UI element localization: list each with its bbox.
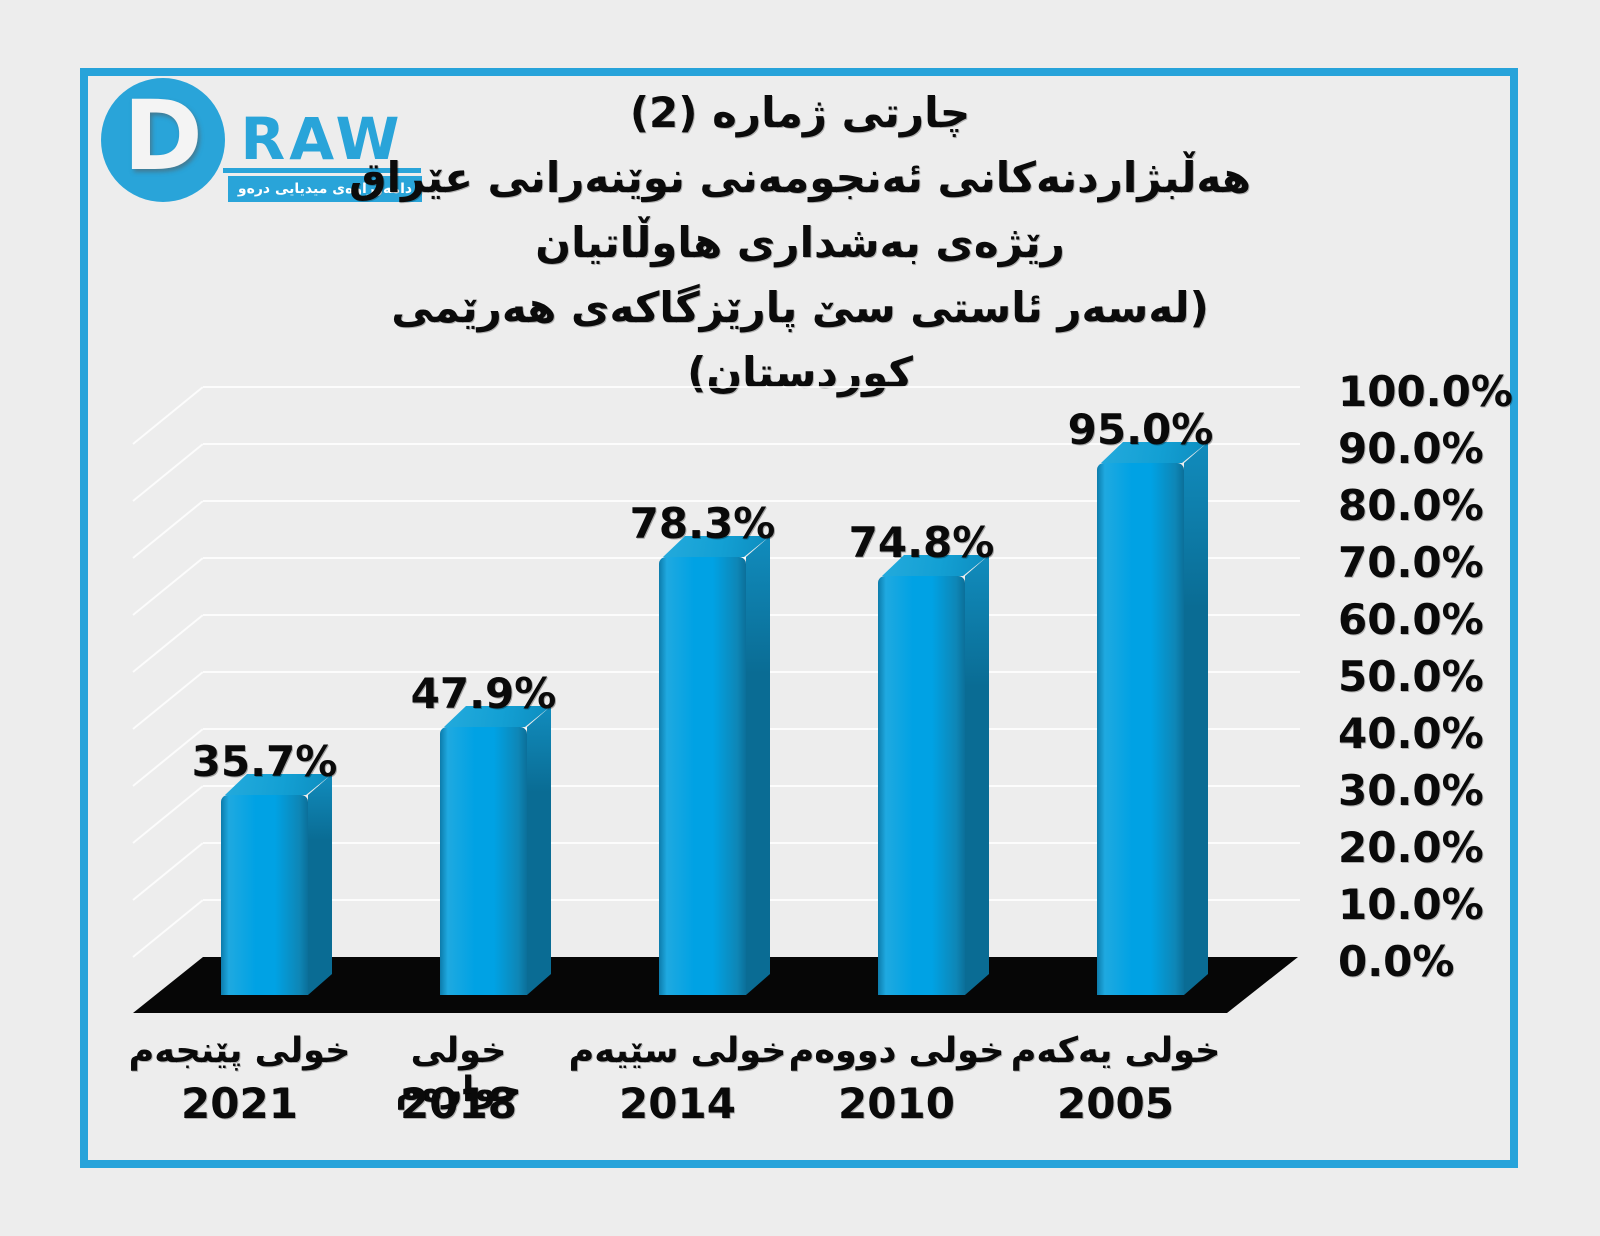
bar-front-face — [221, 795, 308, 995]
bar-2021 — [221, 774, 332, 995]
y-axis-tick-label-60pct: 60.0% — [1338, 595, 1484, 644]
y-axis-tick-label-20pct: 20.0% — [1338, 823, 1484, 872]
x-axis-year-label: 2018 — [400, 1079, 517, 1128]
x-axis-category-label: خولی پێنجەم — [128, 1031, 351, 1071]
logo-circle-icon: D — [101, 78, 225, 202]
y-axis-tick-label-100pct: 100.0% — [1338, 367, 1513, 416]
chart-title-line-3: رێژەی بەشداری هاوڵاتیان — [535, 218, 1065, 267]
x-axis-category-label: خولی دووەم — [788, 1031, 1005, 1071]
gridline-diagonal-100pct — [132, 386, 204, 445]
gridline-100pct — [203, 386, 1300, 388]
bar-side-face — [1184, 442, 1208, 995]
bar-value-label: 35.7% — [191, 737, 338, 786]
gridline-diagonal-30pct — [132, 785, 204, 844]
x-axis-year-label: 2010 — [838, 1079, 955, 1128]
draw-media-logo: D RAW دامەزراوەی میدیایی درەو — [101, 76, 431, 202]
y-axis-tick-label-40pct: 40.0% — [1338, 709, 1484, 758]
x-axis-category-label: خولی چوارەم — [395, 1031, 522, 1110]
bar-value-label: 95.0% — [1067, 405, 1214, 454]
gridline-80pct — [203, 500, 1300, 502]
y-axis-tick-label-70pct: 70.0% — [1338, 538, 1484, 587]
chart-title-line-1: چارتی ژماره (2) — [629, 88, 971, 137]
bar-front-face — [440, 727, 527, 995]
gridline-diagonal-90pct — [132, 443, 204, 502]
x-axis-year-label: 2005 — [1057, 1079, 1174, 1128]
chart-title-block: چارتی ژماره (2) هەڵبژاردنەکانی ئەنجومەنی… — [340, 80, 1260, 405]
logo-brand-text: RAW — [240, 105, 404, 173]
bar-side-face — [308, 774, 332, 995]
bar-top-face — [444, 706, 551, 727]
y-axis-tick-label-30pct: 30.0% — [1338, 766, 1484, 815]
gridline-90pct — [203, 443, 1300, 445]
bar-top-face — [225, 774, 332, 795]
chart-border-frame — [80, 68, 1518, 1168]
y-axis-tick-label-80pct: 80.0% — [1338, 481, 1484, 530]
y-axis-tick-label-0pct: 0.0% — [1338, 937, 1455, 986]
x-axis-year-label: 2021 — [181, 1079, 298, 1128]
gridline-diagonal-80pct — [132, 500, 204, 559]
gridline-diagonal-60pct — [132, 614, 204, 673]
bar-2018 — [440, 706, 551, 995]
bar-2010 — [878, 555, 989, 995]
logo-d-letter: D — [123, 80, 203, 192]
y-axis-tick-label-10pct: 10.0% — [1338, 880, 1484, 929]
gridline-diagonal-20pct — [132, 842, 204, 901]
chart-title-line-4: (لەسەر ئاستی سێ پارێزگاکەی هەرێمی کوردست… — [391, 283, 1209, 397]
bar-top-face — [882, 555, 989, 576]
y-axis-tick-label-90pct: 90.0% — [1338, 424, 1484, 473]
gridline-diagonal-50pct — [132, 671, 204, 730]
bar-value-label: 47.9% — [410, 669, 557, 718]
bar-side-face — [746, 536, 770, 995]
x-axis-year-label: 2014 — [619, 1079, 736, 1128]
gridline-diagonal-70pct — [132, 557, 204, 616]
bar-top-face — [663, 536, 770, 557]
bar-front-face — [878, 576, 965, 995]
bar-front-face — [659, 557, 746, 995]
bar-2014 — [659, 536, 770, 995]
bar-top-face — [1101, 442, 1208, 463]
bar-value-label: 78.3% — [629, 499, 776, 548]
bar-front-face — [1097, 463, 1184, 995]
bar-side-face — [527, 706, 551, 995]
x-axis-category-label: خولی سێیەم — [568, 1031, 787, 1071]
gridline-diagonal-10pct — [132, 899, 204, 958]
bar-side-face — [965, 555, 989, 995]
chart-title-line-2: هەڵبژاردنەکانی ئەنجومەنی نوێنەرانی عێراق — [349, 153, 1251, 202]
logo-tagline: دامەزراوەی میدیایی درەو — [228, 176, 422, 202]
y-axis-tick-label-50pct: 50.0% — [1338, 652, 1484, 701]
logo-underline — [223, 168, 421, 173]
bar-value-label: 74.8% — [848, 518, 995, 567]
bar-2005 — [1097, 442, 1208, 995]
x-axis-category-label: خولی یەکەم — [1010, 1031, 1221, 1071]
